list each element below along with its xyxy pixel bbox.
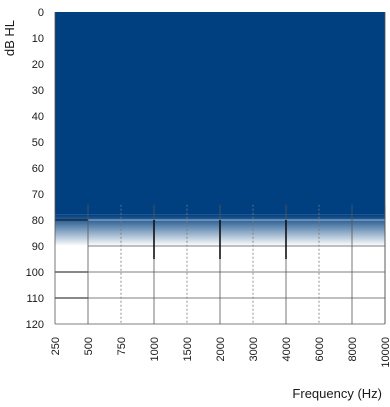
y-tick-label: 50	[32, 137, 44, 149]
y-tick-label: 0	[38, 7, 44, 19]
marks-layer	[153, 220, 287, 259]
x-tick-label: 750	[116, 337, 128, 355]
y-tick-label: 110	[26, 293, 44, 305]
y-tick-label: 70	[32, 189, 44, 201]
x-tick-label: 1500	[182, 337, 194, 361]
y-tick-label: 90	[32, 241, 44, 253]
x-axis-title: Frequency (Hz)	[292, 386, 382, 401]
y-tick-label: 20	[32, 59, 44, 71]
y-tick-labels: 0 10 20 30 40 50 60 70 80 90 100 110 120	[26, 7, 44, 331]
grid-layer	[54, 12, 386, 325]
area-fill	[55, 12, 385, 215]
x-tick-label: 500	[83, 337, 95, 355]
x-tick-label: 6000	[314, 337, 326, 361]
y-axis-title: dB HL	[2, 20, 17, 56]
y-tick-label: 120	[26, 319, 44, 331]
x-tick-label: 8000	[347, 337, 359, 361]
x-tick-label: 4000	[281, 337, 293, 361]
x-tick-label: 10000	[380, 337, 390, 368]
y-tick-label: 40	[32, 111, 44, 123]
x-tick-label: 1000	[149, 337, 161, 361]
y-tick-label: 60	[32, 163, 44, 175]
x-tick-label: 250	[50, 337, 62, 355]
x-tick-label: 2000	[215, 337, 227, 361]
x-tick-labels: 250 500 750 1000 1500 2000 3000 4000 6000 8000 100…	[50, 337, 390, 368]
y-tick-label: 80	[32, 215, 44, 227]
y-tick-label: 30	[32, 85, 44, 97]
y-tick-label: 10	[32, 33, 44, 45]
x-tick-label: 3000	[248, 337, 260, 361]
y-tick-label: 100	[26, 267, 44, 279]
